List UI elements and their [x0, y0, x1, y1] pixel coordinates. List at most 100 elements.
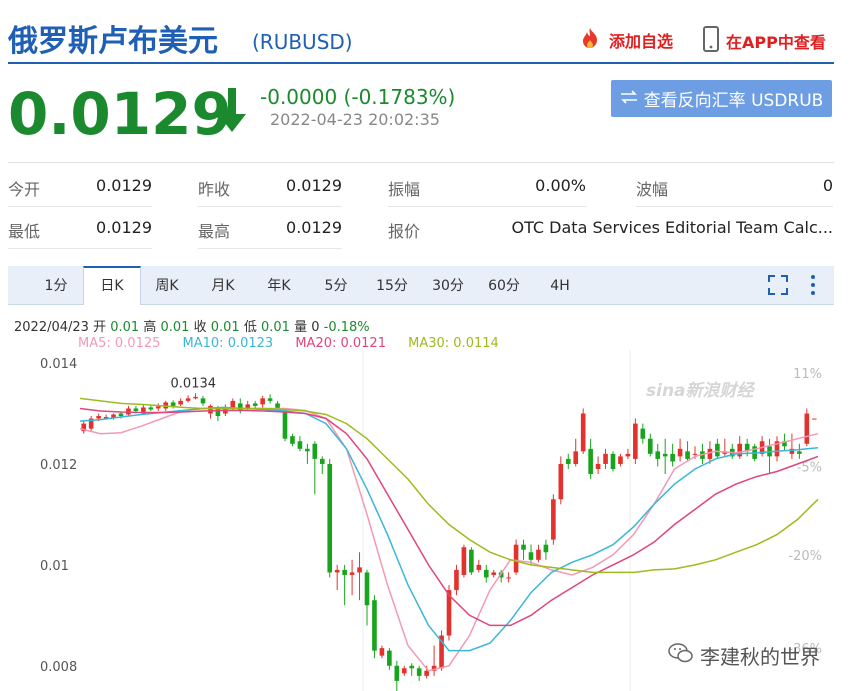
candle-body: [372, 600, 377, 651]
candle-body: [185, 398, 191, 401]
candle-body: [491, 572, 497, 575]
candle-body: [387, 650, 392, 666]
tab-30min[interactable]: 30分: [432, 278, 464, 294]
ma30-legend: MA30: 0.0114: [408, 336, 499, 351]
candle-body: [170, 402, 176, 406]
tab-monthly-k[interactable]: 月K: [211, 278, 235, 294]
ma20-line: [79, 407, 819, 627]
info-vol-label: 量: [294, 320, 308, 335]
info-low-label: 低: [243, 320, 257, 335]
currency-code: (RUBUSD): [252, 30, 353, 54]
add-watchlist-button[interactable]: 添加自选: [577, 26, 673, 54]
tab-daily-k[interactable]: 日K: [83, 266, 141, 305]
pct-tick-label: 11%: [793, 367, 822, 382]
candle-body: [431, 665, 437, 671]
low-value: 0.0129: [96, 218, 152, 237]
sina-watermark: sina新浪财经: [646, 381, 754, 401]
high-value: 0.0129: [286, 218, 342, 237]
candle-body: [610, 453, 616, 469]
candle-body: [230, 400, 236, 409]
candle-body: [811, 418, 817, 420]
info-pct: -0.18%: [323, 320, 370, 335]
wechat-account: 李建秋的世界: [700, 645, 820, 669]
open-value: 0.0129: [96, 176, 152, 195]
row-divider: [8, 206, 152, 207]
candle-body: [193, 396, 198, 399]
quote-datetime: 2022-04-23 20:02:35: [270, 110, 440, 129]
candle-body: [111, 414, 116, 418]
candle-body: [565, 458, 571, 464]
peak-label: 0.0134: [171, 376, 217, 391]
info-close-label: 收: [193, 320, 207, 335]
candle-body: [662, 453, 668, 457]
candle-body: [588, 448, 593, 475]
more-options-icon[interactable]: [808, 274, 818, 300]
candle-body: [260, 398, 265, 405]
candle-body: [737, 443, 743, 457]
row-divider: [388, 206, 586, 207]
candle-body: [640, 428, 646, 439]
wave-label: 波幅: [636, 180, 669, 199]
candle-body: [461, 547, 467, 575]
pct-tick-label: -5%: [797, 460, 822, 475]
page-title: 俄罗斯卢布美元: [8, 24, 218, 59]
candle-body: [319, 458, 325, 464]
view-in-app-button[interactable]: 在APP中查看: [702, 26, 826, 56]
candle-body: [349, 572, 355, 575]
wechat-watermark: 李建秋的世界: [668, 641, 820, 670]
candle-body: [804, 413, 810, 444]
candle-body: [454, 569, 459, 591]
candle-body: [409, 665, 415, 669]
candle-body: [148, 407, 154, 410]
candle-body: [88, 418, 94, 429]
kline-chart[interactable]: 0.014 0.012 0.01 0.008 11% -5% -20% -36% 0.0134: [0, 350, 852, 691]
candle-body: [633, 423, 638, 459]
candle-body: [647, 438, 653, 454]
ma30-line: [79, 397, 819, 574]
tab-4h[interactable]: 4H: [550, 278, 570, 294]
candle-body: [327, 463, 333, 573]
candle-body: [774, 441, 780, 457]
candle-body: [670, 453, 675, 462]
candle-body: [305, 448, 310, 452]
tab-15min[interactable]: 15分: [376, 278, 408, 294]
high-label: 最高: [198, 222, 231, 241]
tab-yearly-k[interactable]: 年K: [267, 278, 291, 294]
candle-body: [603, 453, 608, 464]
reverse-rate-button[interactable]: 查看反向汇率 USDRUB: [611, 80, 832, 117]
quote-source-label: 报价: [388, 222, 421, 241]
candle-body: [469, 549, 474, 573]
ma5-legend: MA5: 0.0125: [78, 336, 161, 351]
chart-period-tabs: 1分 日K 周K 月K 年K 5分 15分 30分 60分 4H: [8, 266, 834, 305]
candle-body: [103, 417, 109, 419]
candle-body: [536, 549, 541, 560]
info-close: 0.01: [210, 320, 240, 335]
info-open: 0.01: [110, 320, 140, 335]
reverse-rate-label: 查看反向汇率 USDRUB: [643, 91, 824, 111]
candle-body: [677, 448, 683, 457]
tab-60min[interactable]: 60分: [488, 278, 520, 294]
tab-5min[interactable]: 5分: [324, 278, 348, 294]
fullscreen-icon[interactable]: [768, 275, 788, 299]
y-tick-label: 0.01: [40, 559, 69, 574]
candle-body: [282, 410, 288, 439]
amplitude-label: 振幅: [388, 180, 421, 199]
candle-body: [595, 463, 601, 469]
pct-tick-label: -36%: [788, 642, 822, 657]
info-high: 0.01: [160, 320, 190, 335]
tab-weekly-k[interactable]: 周K: [155, 278, 179, 294]
candle-body: [476, 564, 482, 570]
candle-body: [379, 648, 385, 656]
candle-body: [141, 407, 146, 414]
candle-body: [297, 441, 303, 449]
quote-source-value: OTC Data Services Editorial Team Calc...: [511, 218, 833, 237]
ma10-legend: MA10: 0.0123: [182, 336, 274, 351]
y-tick-label: 0.014: [40, 357, 77, 372]
row-divider: [198, 248, 342, 249]
y-tick-label: 0.008: [40, 660, 77, 675]
candle-body: [625, 453, 631, 457]
tab-1min[interactable]: 1分: [44, 278, 68, 294]
prev-close-value: 0.0129: [286, 176, 342, 195]
candle-body: [506, 577, 511, 579]
candle-body: [521, 544, 526, 550]
